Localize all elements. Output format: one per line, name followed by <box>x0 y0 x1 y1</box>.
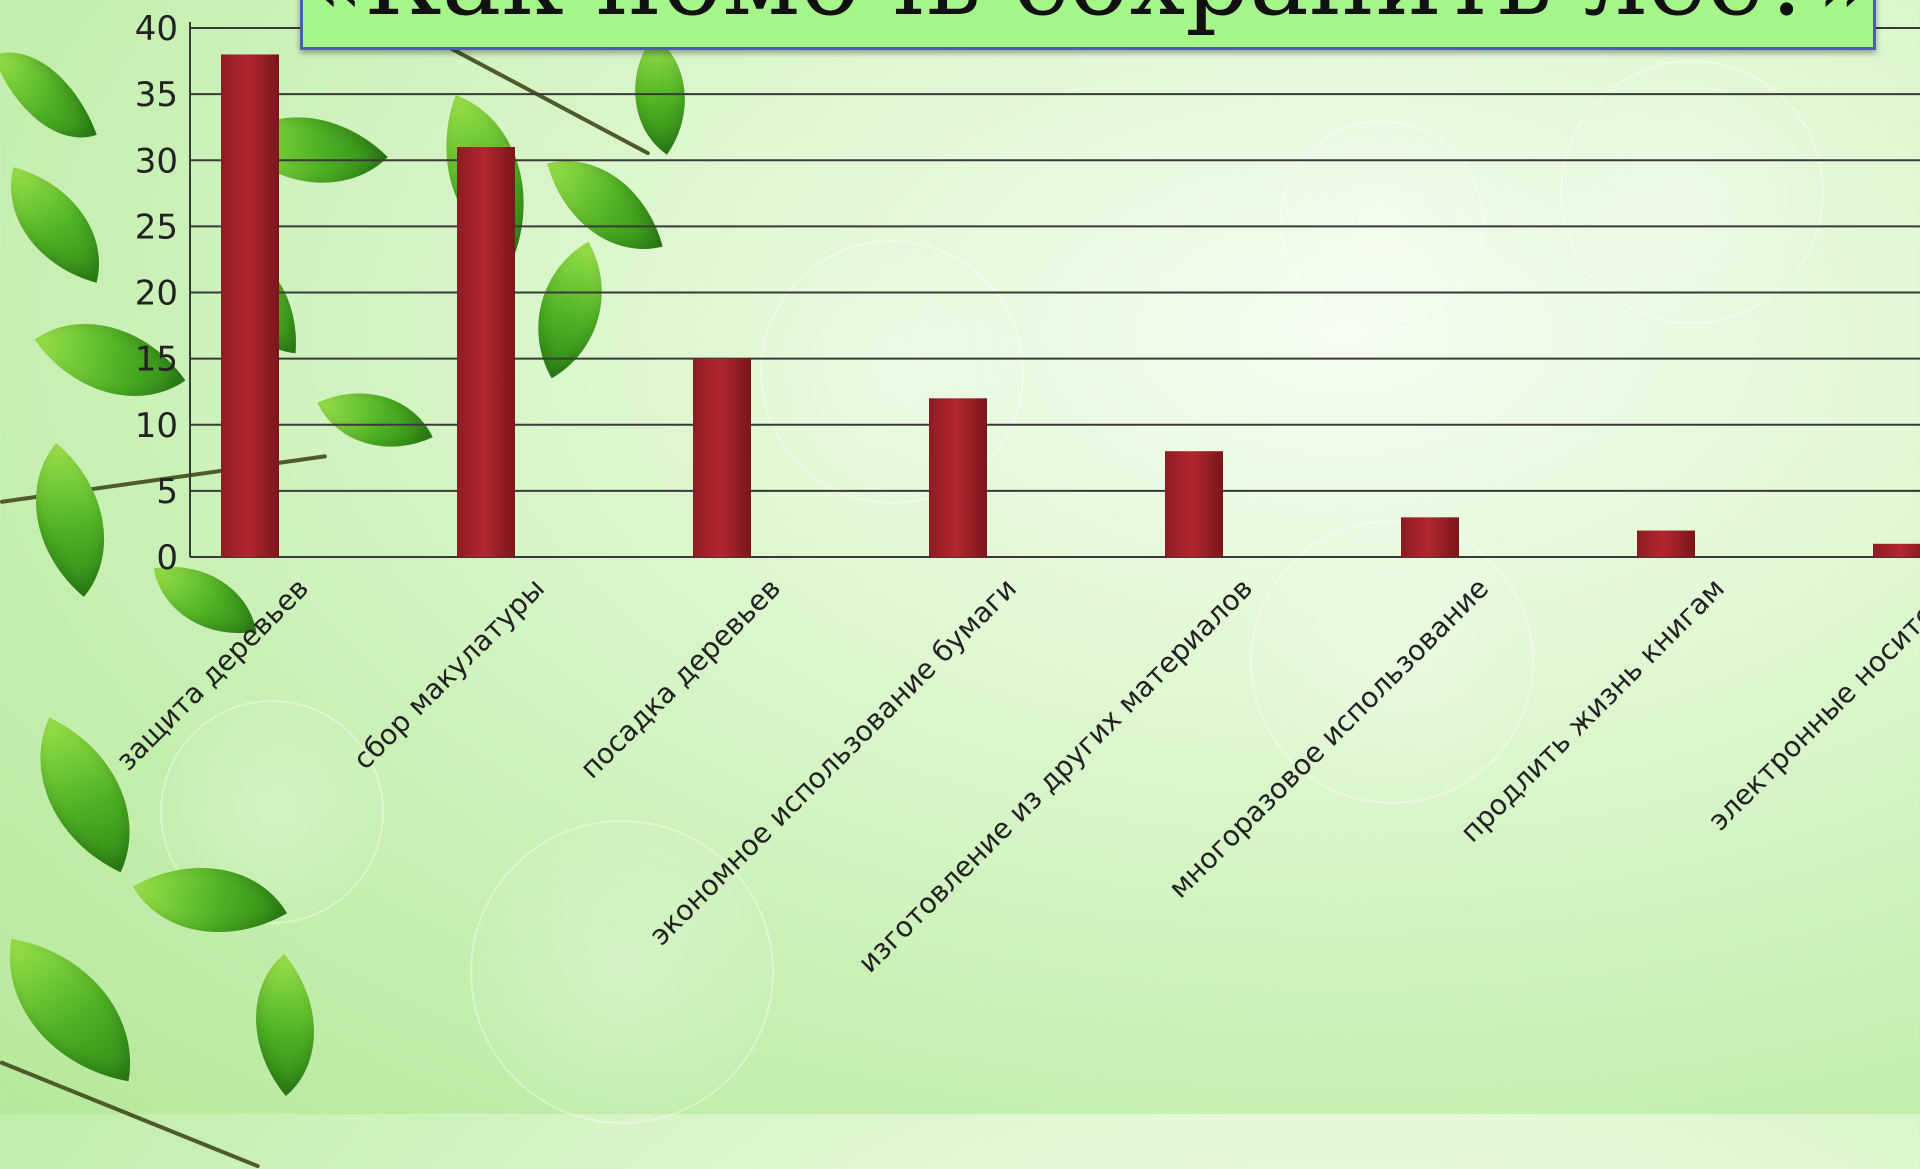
title-banner: «Как помочь сохранить лес?» <box>300 0 1876 50</box>
bar <box>1165 451 1223 557</box>
y-tick-label: 10 <box>135 406 178 446</box>
x-tick-label: экономное использование бумаги <box>643 572 1023 952</box>
y-tick-label: 25 <box>135 207 178 247</box>
bar <box>457 147 515 557</box>
y-tick-label: 40 <box>135 9 178 49</box>
x-tick-label: посадка деревьев <box>574 572 787 785</box>
slide-title: «Как помочь сохранить лес?» <box>303 0 1873 38</box>
bar <box>1873 543 1920 557</box>
bar <box>221 54 279 557</box>
y-axis: 0 5 10 15 20 25 30 35 40 <box>135 9 191 578</box>
bar-chart: 0 5 10 15 20 25 30 35 40 защита деревьев сбор мак… <box>110 9 1920 979</box>
y-tick-label: 0 <box>156 538 178 578</box>
gridlines <box>190 27 1920 558</box>
x-axis-labels: защита деревьев сбор макулатуры посадка де… <box>110 572 1920 979</box>
bar <box>1637 530 1695 557</box>
x-tick-label: изготовление из других материалов <box>852 572 1259 979</box>
y-tick-label: 5 <box>156 472 178 512</box>
bars <box>221 54 1920 557</box>
x-tick-label: электронные носители <box>1702 572 1920 837</box>
y-tick-label: 35 <box>135 75 178 115</box>
y-tick-label: 20 <box>135 274 178 314</box>
x-tick-label: защита деревьев <box>110 572 315 777</box>
x-tick-label: сбор макулатуры <box>347 572 551 776</box>
bar <box>693 358 751 557</box>
y-tick-label: 15 <box>135 340 178 380</box>
y-tick-label: 30 <box>135 141 178 181</box>
bar <box>1401 517 1459 557</box>
bar <box>929 398 987 557</box>
x-tick-label: продлить жизнь книгам <box>1454 572 1731 849</box>
